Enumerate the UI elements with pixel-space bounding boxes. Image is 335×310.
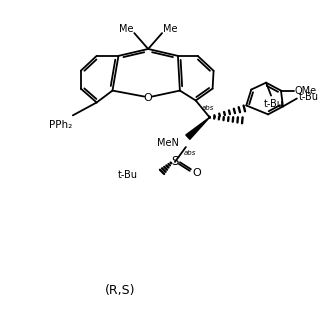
Text: abs: abs	[184, 150, 196, 156]
Text: Me: Me	[163, 24, 177, 34]
Text: O: O	[144, 92, 152, 103]
Text: (R,S): (R,S)	[105, 284, 136, 297]
Polygon shape	[186, 117, 210, 140]
Text: MeN: MeN	[157, 138, 179, 148]
Text: t-Bu: t-Bu	[299, 91, 319, 102]
Text: OMe: OMe	[295, 86, 317, 95]
Text: S: S	[171, 155, 179, 168]
Text: t-Bu: t-Bu	[264, 100, 284, 109]
Text: Me: Me	[119, 24, 134, 34]
Text: abs: abs	[201, 105, 214, 111]
Text: t-Bu: t-Bu	[118, 170, 138, 180]
Text: O: O	[192, 168, 201, 178]
Text: PPh₂: PPh₂	[49, 120, 73, 130]
